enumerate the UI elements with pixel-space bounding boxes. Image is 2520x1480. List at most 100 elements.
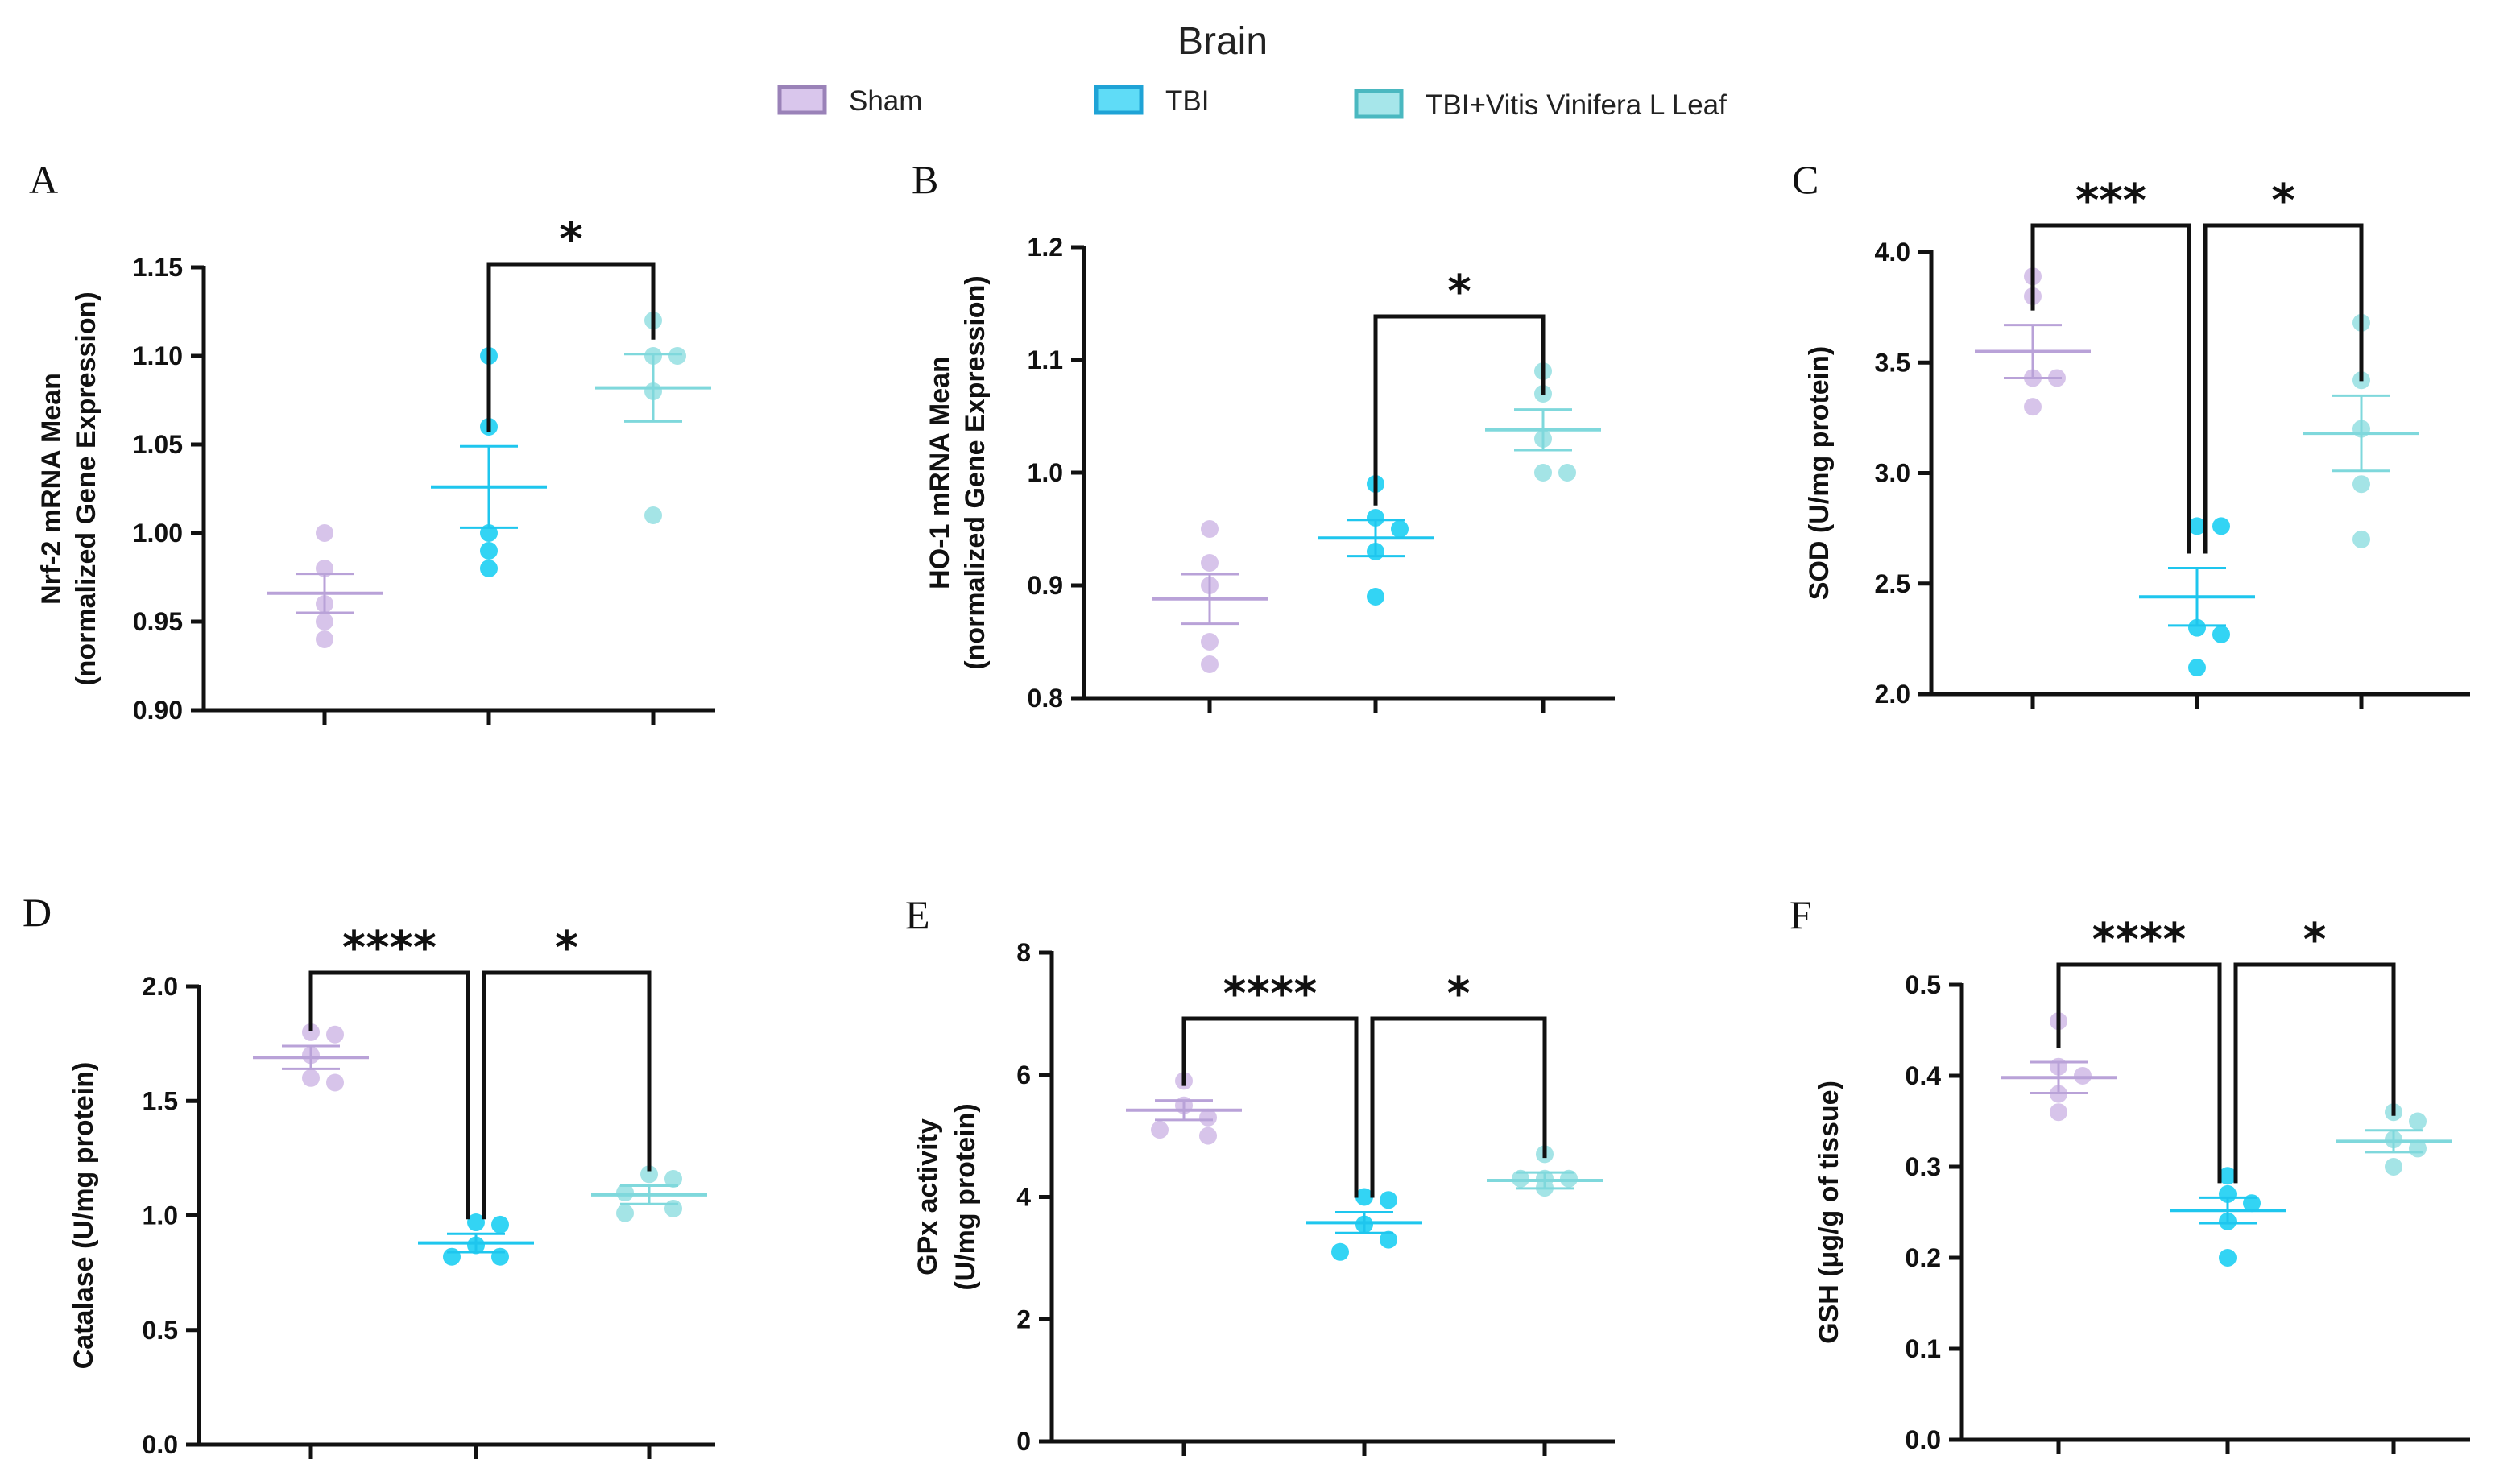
significance-bracket-c <box>2203 223 2364 554</box>
legend-label-vitis: TBI+Vitis Vinifera L Leaf <box>1426 89 1727 121</box>
data-point-vitis <box>2352 530 2370 548</box>
legend-label-tbi: TBI <box>1165 85 1209 117</box>
y-tick-label-f: 0.5 <box>1906 970 1941 999</box>
y-axis-label-a: Nrf-2 mRNA Mean <box>36 373 67 605</box>
data-point-vitis <box>616 1204 634 1222</box>
panel-label-d: D <box>23 890 52 935</box>
y-tick-label-c: 2.5 <box>1875 569 1910 598</box>
y-tick-label-c: 3.5 <box>1875 348 1910 377</box>
legend-label-sham: Sham <box>849 85 922 117</box>
y-tick-label-c: 4.0 <box>1875 238 1910 267</box>
y-tick-label-f: 0.4 <box>1906 1061 1942 1090</box>
significance-label-d: **** <box>342 922 437 974</box>
panel-f: F 0.0 0.1 0.2 0.3 0.4 0.5 GSH (μg/g of tissue) *… <box>1790 892 2470 1454</box>
y-tick-label-a: 0.95 <box>133 607 183 636</box>
data-point-vitis <box>664 1199 682 1217</box>
significance-label-b: * <box>1447 266 1471 318</box>
y-tick-label-d: 1.0 <box>143 1201 178 1230</box>
data-point-tbi <box>1367 588 1384 606</box>
data-point-tbi <box>480 560 498 577</box>
y-tick-label-a: 1.15 <box>133 253 183 282</box>
data-point-vitis <box>1558 464 1576 482</box>
data-point-sham <box>2050 1103 2067 1122</box>
data-point-vitis <box>664 1169 682 1188</box>
y-tick-label-c: 3.0 <box>1875 459 1910 488</box>
significance-bracket-c <box>2030 223 2191 554</box>
significance-label-d: * <box>555 922 578 974</box>
data-point-tbi <box>491 1247 509 1266</box>
significance-bracket-d <box>482 970 652 1220</box>
y-tick-label-b: 1.2 <box>1028 233 1063 262</box>
legend-item-sham: Sham <box>777 85 922 117</box>
y-tick-label-a: 1.05 <box>133 430 183 459</box>
data-point-sham <box>1201 655 1219 673</box>
data-point-sham <box>1201 633 1219 651</box>
data-point-tbi <box>1331 1242 1349 1261</box>
data-point-vitis <box>2385 1158 2402 1176</box>
y-tick-label-f: 0.0 <box>1906 1425 1941 1454</box>
y-axis-label-d: Catalase (U/mg protein) <box>68 1062 99 1370</box>
y-axis-label-b: HO-1 mRNA Mean <box>925 356 955 589</box>
data-point-vitis <box>640 1165 658 1184</box>
data-point-vitis <box>2409 1112 2427 1131</box>
data-point-tbi <box>2219 1167 2237 1185</box>
significance-label-f: * <box>2303 914 2326 966</box>
significance-label-c: *** <box>2075 175 2146 227</box>
data-point-sham <box>326 1073 344 1092</box>
data-point-sham <box>2074 1067 2092 1085</box>
data-point-tbi <box>2188 517 2206 535</box>
data-point-sham <box>1201 520 1219 538</box>
y-tick-label-a: 1.10 <box>133 341 183 370</box>
y-tick-label-f: 0.2 <box>1906 1243 1941 1272</box>
significance-label-f: **** <box>2092 914 2186 966</box>
legend-item-tbi: TBI <box>1094 85 1209 117</box>
data-point-tbi <box>1391 520 1409 538</box>
significance-bracket-a <box>486 262 656 432</box>
legend-swatch-vitis <box>1354 89 1404 119</box>
y-tick-label-e: 4 <box>1016 1183 1031 1212</box>
significance-bracket-f <box>2056 962 2222 1184</box>
data-point-vitis <box>668 347 686 365</box>
y-axis-label-f: GSH (μg/g of tissue) <box>1814 1081 1844 1344</box>
significance-label-e: **** <box>1223 968 1317 1020</box>
data-point-sham <box>316 524 333 542</box>
data-point-vitis <box>1560 1169 1578 1188</box>
panel-b: B 0.8 0.9 1.0 1.1 1.2 HO-1 mRNA Mean (normalize… <box>912 157 1615 713</box>
y-tick-label-d: 0.0 <box>143 1430 178 1459</box>
y-tick-label-a: 1.00 <box>133 519 183 548</box>
y-axis-label-b: (normalized Gene Expression) <box>960 275 991 669</box>
data-point-sham <box>302 1069 320 1087</box>
panel-label-e: E <box>905 892 930 937</box>
y-tick-label-b: 0.8 <box>1028 684 1063 713</box>
y-axis-label-e: GPx activity <box>912 1118 943 1275</box>
data-point-sham <box>1201 554 1219 572</box>
y-tick-label-d: 2.0 <box>143 972 178 1001</box>
data-point-sham <box>1151 1121 1169 1139</box>
data-point-tbi <box>1380 1230 1397 1249</box>
legend-swatch-sham <box>777 85 827 115</box>
significance-label-e: * <box>1446 968 1470 1020</box>
significance-bracket-e <box>1370 1016 1547 1198</box>
significance-bracket-e <box>1181 1016 1359 1198</box>
data-point-vitis <box>2352 475 2370 494</box>
data-point-sham <box>1199 1127 1217 1145</box>
data-point-sham <box>1199 1108 1217 1127</box>
data-point-sham <box>2024 398 2042 416</box>
figure-title: Brain <box>1177 20 1268 63</box>
data-point-sham <box>302 1023 320 1041</box>
panel-a: A 0.90 0.95 1.00 1.05 1.10 1.15 Nrf-2 mRNA Mean… <box>29 157 715 725</box>
data-point-sham <box>326 1025 344 1044</box>
data-point-tbi <box>1380 1191 1397 1209</box>
data-point-vitis <box>616 1184 634 1202</box>
y-tick-label-b: 1.1 <box>1028 345 1063 374</box>
y-tick-label-e: 0 <box>1016 1427 1031 1456</box>
panel-label-f: F <box>1790 892 1812 937</box>
data-point-tbi <box>1367 509 1384 527</box>
y-tick-label-c: 2.0 <box>1875 680 1910 709</box>
data-point-tbi <box>480 542 498 560</box>
y-tick-label-f: 0.1 <box>1906 1334 1941 1363</box>
y-axis-label-c: SOD (U/mg protein) <box>1804 346 1835 600</box>
data-point-vitis <box>1512 1169 1529 1188</box>
